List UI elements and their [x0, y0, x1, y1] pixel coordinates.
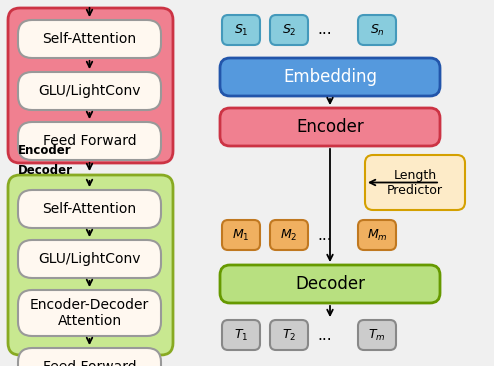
FancyBboxPatch shape [18, 20, 161, 58]
Text: Encoder-Decoder
Attention: Encoder-Decoder Attention [30, 298, 149, 328]
FancyBboxPatch shape [358, 320, 396, 350]
FancyBboxPatch shape [222, 220, 260, 250]
Text: Embedding: Embedding [283, 68, 377, 86]
Text: $T_m$: $T_m$ [368, 328, 386, 343]
Text: Encoder: Encoder [296, 118, 364, 136]
FancyBboxPatch shape [270, 15, 308, 45]
FancyBboxPatch shape [222, 15, 260, 45]
FancyBboxPatch shape [270, 320, 308, 350]
Text: ...: ... [318, 228, 332, 243]
FancyBboxPatch shape [18, 290, 161, 336]
FancyBboxPatch shape [222, 320, 260, 350]
FancyBboxPatch shape [8, 8, 173, 163]
FancyBboxPatch shape [18, 72, 161, 110]
Text: $M_1$: $M_1$ [232, 227, 250, 243]
Text: ...: ... [318, 328, 332, 343]
Text: GLU/LightConv: GLU/LightConv [38, 84, 141, 98]
Text: GLU/LightConv: GLU/LightConv [38, 252, 141, 266]
Text: Length
Predictor: Length Predictor [387, 168, 443, 197]
Text: Decoder: Decoder [18, 164, 73, 177]
FancyBboxPatch shape [18, 240, 161, 278]
Text: $S_n$: $S_n$ [370, 22, 384, 38]
Text: Feed Forward: Feed Forward [42, 134, 136, 148]
Text: Decoder: Decoder [295, 275, 365, 293]
Text: Self-Attention: Self-Attention [42, 202, 136, 216]
Text: ...: ... [318, 22, 332, 37]
FancyBboxPatch shape [358, 220, 396, 250]
FancyBboxPatch shape [365, 155, 465, 210]
Text: $T_1$: $T_1$ [234, 328, 248, 343]
FancyBboxPatch shape [8, 175, 173, 355]
Text: Encoder: Encoder [18, 144, 72, 157]
Text: $S_1$: $S_1$ [234, 22, 248, 38]
FancyBboxPatch shape [220, 108, 440, 146]
Text: Feed Forward: Feed Forward [42, 360, 136, 366]
FancyBboxPatch shape [18, 348, 161, 366]
Text: $M_m$: $M_m$ [367, 227, 387, 243]
FancyBboxPatch shape [358, 15, 396, 45]
FancyBboxPatch shape [220, 265, 440, 303]
FancyBboxPatch shape [220, 58, 440, 96]
FancyBboxPatch shape [270, 220, 308, 250]
FancyBboxPatch shape [18, 190, 161, 228]
Text: $T_2$: $T_2$ [282, 328, 296, 343]
FancyBboxPatch shape [18, 122, 161, 160]
Text: $S_2$: $S_2$ [282, 22, 296, 38]
Text: $M_2$: $M_2$ [280, 227, 298, 243]
Text: Self-Attention: Self-Attention [42, 32, 136, 46]
